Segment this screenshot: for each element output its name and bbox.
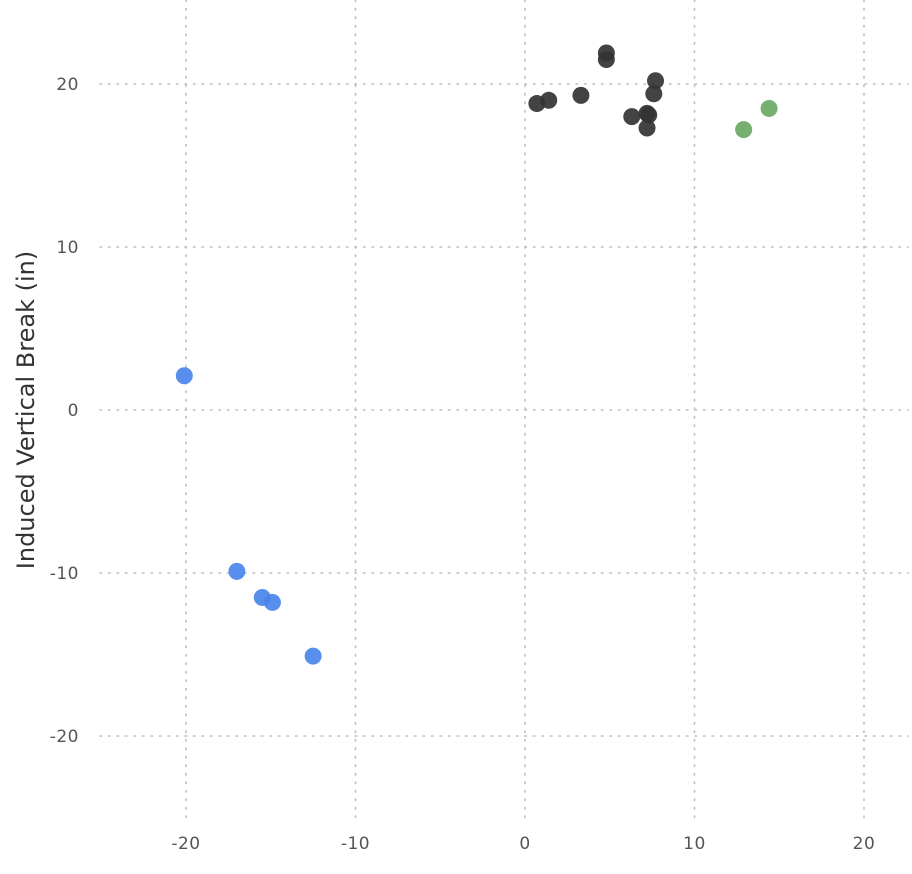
- data-point: [572, 86, 590, 104]
- data-point: [623, 108, 641, 126]
- x-tick-label: 10: [683, 834, 706, 854]
- data-point: [228, 562, 246, 580]
- data-point: [647, 72, 665, 90]
- y-tick-label: 10: [56, 238, 79, 258]
- y-tick-label: 20: [56, 75, 79, 95]
- y-tick-label: 0: [68, 401, 79, 421]
- data-point: [597, 51, 615, 69]
- data-point: [638, 119, 656, 137]
- y-axis-title: Induced Vertical Break (in): [12, 251, 40, 569]
- x-tick-label: 20: [853, 834, 876, 854]
- x-tick-label: 0: [519, 834, 530, 854]
- data-point: [760, 99, 778, 117]
- data-point: [175, 367, 193, 385]
- grid: [99, 0, 909, 823]
- data-point: [640, 106, 658, 124]
- x-tick-label: -20: [171, 834, 200, 854]
- y-tick-label: -10: [50, 564, 79, 584]
- x-tick-label: -10: [341, 834, 370, 854]
- data-point: [263, 593, 281, 611]
- data-points: [175, 44, 778, 665]
- data-point: [304, 647, 322, 665]
- y-tick-label: -20: [50, 727, 79, 747]
- data-point: [645, 85, 663, 103]
- tick-labels: -20 -10 0 10 20 20 10 0 -10 -20: [50, 75, 876, 854]
- data-point: [528, 95, 546, 113]
- data-point: [735, 121, 753, 139]
